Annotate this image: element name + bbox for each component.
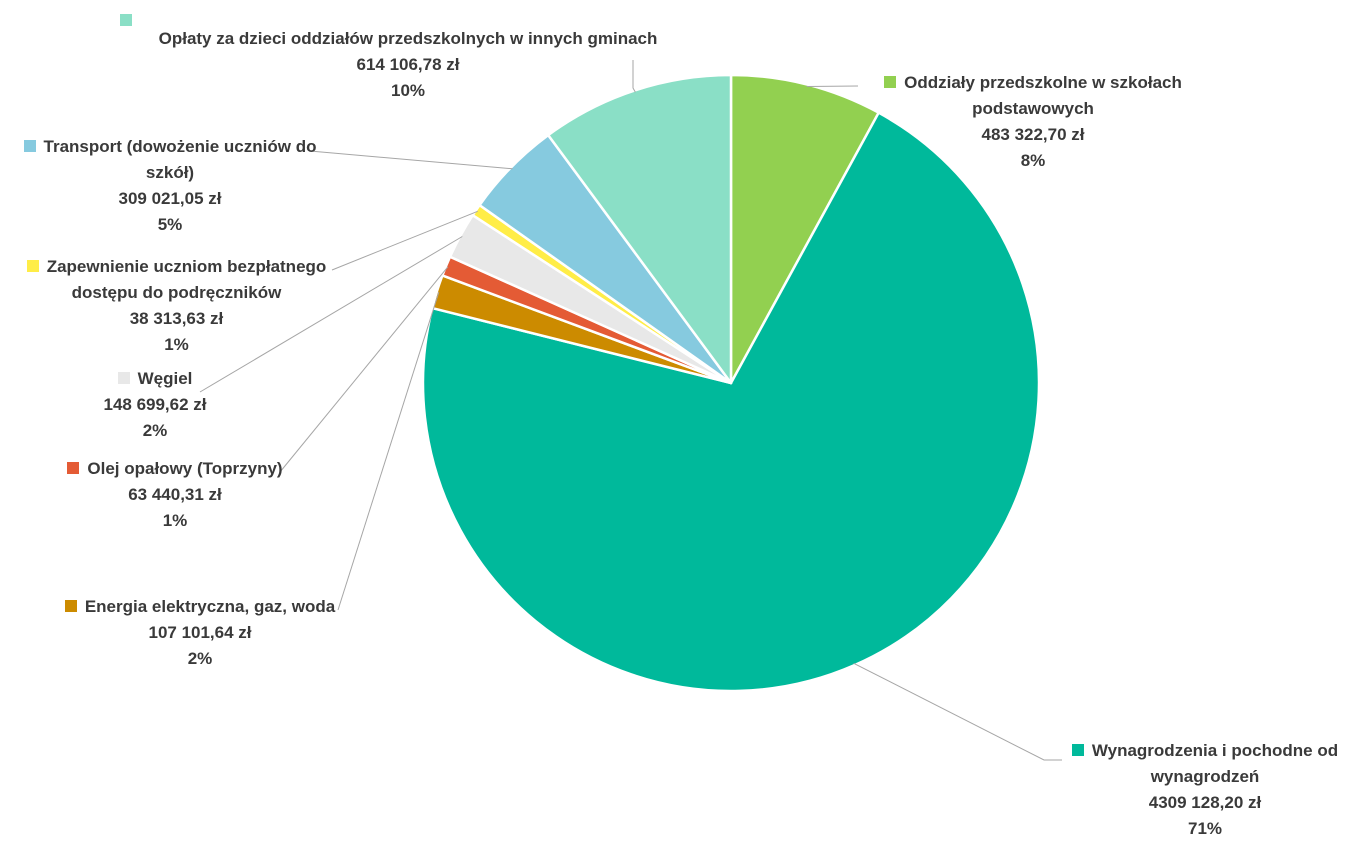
label-name-line1: Wynagrodzenia i pochodne od bbox=[1091, 741, 1339, 760]
data-label-olej: Olej opałowy (Toprzyny) 63 440,31 zł 1% bbox=[40, 456, 310, 534]
label-value: 614 106,78 zł bbox=[356, 55, 460, 74]
label-percent: 5% bbox=[157, 215, 183, 234]
label-percent: 1% bbox=[162, 511, 188, 530]
data-label-transport: Transport (dowożenie uczniów do szkół) 3… bbox=[0, 134, 340, 238]
label-value: 107 101,64 zł bbox=[148, 623, 252, 642]
label-name-line2: dostępu do podręczników bbox=[71, 283, 282, 302]
label-percent: 10% bbox=[390, 81, 426, 100]
label-percent: 2% bbox=[187, 649, 213, 668]
label-value: 483 322,70 zł bbox=[981, 125, 1085, 144]
data-label-zapewnienie: Zapewnienie uczniom bezpłatnego dostępu … bbox=[4, 254, 349, 358]
legend-swatch-zapewnienie bbox=[26, 260, 39, 272]
pie-slice-1 bbox=[421, 111, 1041, 693]
legend-swatch-energia bbox=[64, 600, 77, 612]
legend-swatch-transport bbox=[23, 140, 36, 152]
label-name-line2: podstawowych bbox=[972, 99, 1094, 118]
leader-line-4 bbox=[199, 236, 463, 393]
label-value: 309 021,05 zł bbox=[118, 189, 222, 208]
data-label-oddzialy: Oddziały przedszkolne w szkołach podstaw… bbox=[868, 70, 1198, 174]
legend-swatch-olej bbox=[67, 462, 80, 474]
label-value: 63 440,31 zł bbox=[128, 485, 222, 504]
leader-line-1 bbox=[853, 662, 1062, 761]
label-name-line1: Transport (dowożenie uczniów do bbox=[43, 137, 317, 156]
leader-line-0 bbox=[806, 85, 859, 87]
label-name-line1: Zapewnienie uczniom bezpłatnego bbox=[46, 257, 327, 276]
label-percent: 1% bbox=[164, 335, 189, 354]
label-name-line2: szkół) bbox=[145, 163, 195, 182]
label-value: 38 313,63 zł bbox=[129, 309, 224, 328]
label-percent: 2% bbox=[142, 421, 168, 440]
leader-line-6 bbox=[309, 150, 513, 170]
data-label-oplaty: Opłaty za dzieci oddziałów przedszkolnyc… bbox=[108, 26, 708, 104]
leader-line-2 bbox=[337, 292, 440, 611]
leader-line-7 bbox=[632, 60, 636, 93]
label-value: 148 699,62 zł bbox=[103, 395, 207, 414]
label-name-line1: Oddziały przedszkolne w szkołach bbox=[904, 73, 1182, 92]
label-name-line1: Węgiel bbox=[137, 369, 193, 388]
label-value: 4309 128,20 zł bbox=[1148, 793, 1262, 812]
pie-slice-0 bbox=[729, 73, 880, 385]
leader-line-3 bbox=[279, 266, 449, 473]
data-label-wegiel: Węgiel 148 699,62 zł 2% bbox=[40, 366, 270, 444]
legend-swatch-wynagrodzenia bbox=[1071, 744, 1084, 756]
label-name-line1: Energia elektryczna, gaz, woda bbox=[84, 597, 336, 616]
legend-swatch-oddzialy bbox=[884, 76, 897, 88]
legend-swatch-oplaty bbox=[120, 14, 132, 26]
label-name-line1: Olej opałowy (Toprzyny) bbox=[87, 459, 283, 478]
label-percent: 8% bbox=[1020, 151, 1046, 170]
pie-slices bbox=[421, 73, 1041, 693]
data-label-wynagrodzenia: Wynagrodzenia i pochodne od wynagrodzeń … bbox=[1060, 738, 1346, 842]
legend-swatch-wegiel bbox=[117, 372, 130, 384]
leader-line-5 bbox=[331, 210, 478, 271]
label-percent: 71% bbox=[1187, 819, 1223, 838]
leader-lines bbox=[199, 60, 1062, 761]
label-name-line1: Opłaty za dzieci oddziałów przedszkolnyc… bbox=[158, 29, 658, 48]
data-label-energia: Energia elektryczna, gaz, woda 107 101,6… bbox=[50, 594, 350, 672]
label-name-line2: wynagrodzeń bbox=[1150, 767, 1260, 786]
